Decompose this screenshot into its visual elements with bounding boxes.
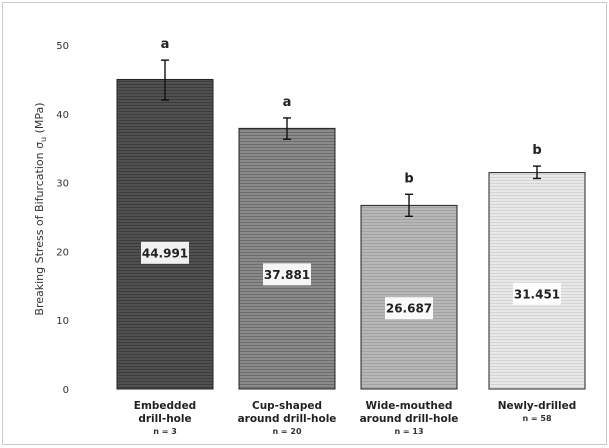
error-bar-4: [533, 165, 541, 180]
significance-letter-2: a: [283, 95, 292, 110]
svg-text:Breaking Stress of Bifurcation: Breaking Stress of Bifurcation σu (MPa): [33, 102, 48, 315]
svg-text:Newly-drilled: Newly-drilled: [498, 400, 577, 412]
data-label-3: 26.687: [385, 297, 433, 320]
svg-text:37.881: 37.881: [264, 268, 310, 282]
error-bar-2: [283, 117, 291, 140]
y-axis-label-main: Breaking Stress of Bifurcation σ: [33, 142, 46, 316]
bars: a 44.991 a 37.881 b 26.687 b 31.451: [116, 37, 586, 390]
y-tick-labels: 0 10 20 30 40 50: [56, 41, 69, 396]
svg-text:31.451: 31.451: [514, 287, 560, 301]
sample-size-3: n = 13: [394, 427, 423, 436]
svg-text:drill-hole: drill-hole: [138, 413, 191, 425]
bar-3: [360, 204, 458, 390]
svg-text:around drill-hole: around drill-hole: [360, 413, 459, 425]
svg-text:Cup-shaped: Cup-shaped: [252, 400, 322, 412]
svg-text:around drill-hole: around drill-hole: [238, 413, 337, 425]
bar-2: [238, 127, 336, 390]
svg-text:26.687: 26.687: [386, 302, 432, 316]
y-axis-label-unit: (MPa): [33, 102, 46, 136]
bar-1: [116, 78, 214, 390]
sample-size-2: n = 20: [272, 427, 302, 436]
y-tick-label-50: 50: [56, 41, 69, 52]
y-tick-label-30: 30: [56, 179, 69, 190]
data-label-4: 31.451: [513, 282, 561, 305]
y-tick-label-20: 20: [56, 247, 69, 258]
error-bar-1: [161, 59, 169, 101]
y-tick-label-0: 0: [63, 385, 69, 396]
error-bar-3: [405, 193, 413, 218]
category-label-4: Newly-drilled n = 58: [498, 400, 577, 423]
sample-size-4: n = 58: [522, 414, 552, 423]
sample-size-1: n = 3: [153, 427, 177, 436]
y-axis-label-subscript: u: [39, 137, 48, 142]
y-tick-label-10: 10: [56, 316, 69, 327]
data-label-1: 44.991: [141, 241, 189, 264]
significance-letter-1: a: [161, 37, 170, 52]
y-tick-label-40: 40: [56, 110, 69, 121]
svg-text:44.991: 44.991: [142, 246, 188, 260]
significance-letter-4: b: [532, 143, 541, 158]
data-label-2: 37.881: [263, 263, 311, 286]
bar-4: [488, 172, 586, 390]
significance-letter-3: b: [404, 171, 413, 186]
y-axis-label: Breaking Stress of Bifurcation σu (MPa): [33, 102, 48, 315]
svg-text:Wide-mouthed: Wide-mouthed: [366, 400, 453, 412]
svg-text:Embedded: Embedded: [134, 400, 196, 412]
bar-chart: Breaking Stress of Bifurcation σu (MPa) …: [33, 37, 586, 436]
